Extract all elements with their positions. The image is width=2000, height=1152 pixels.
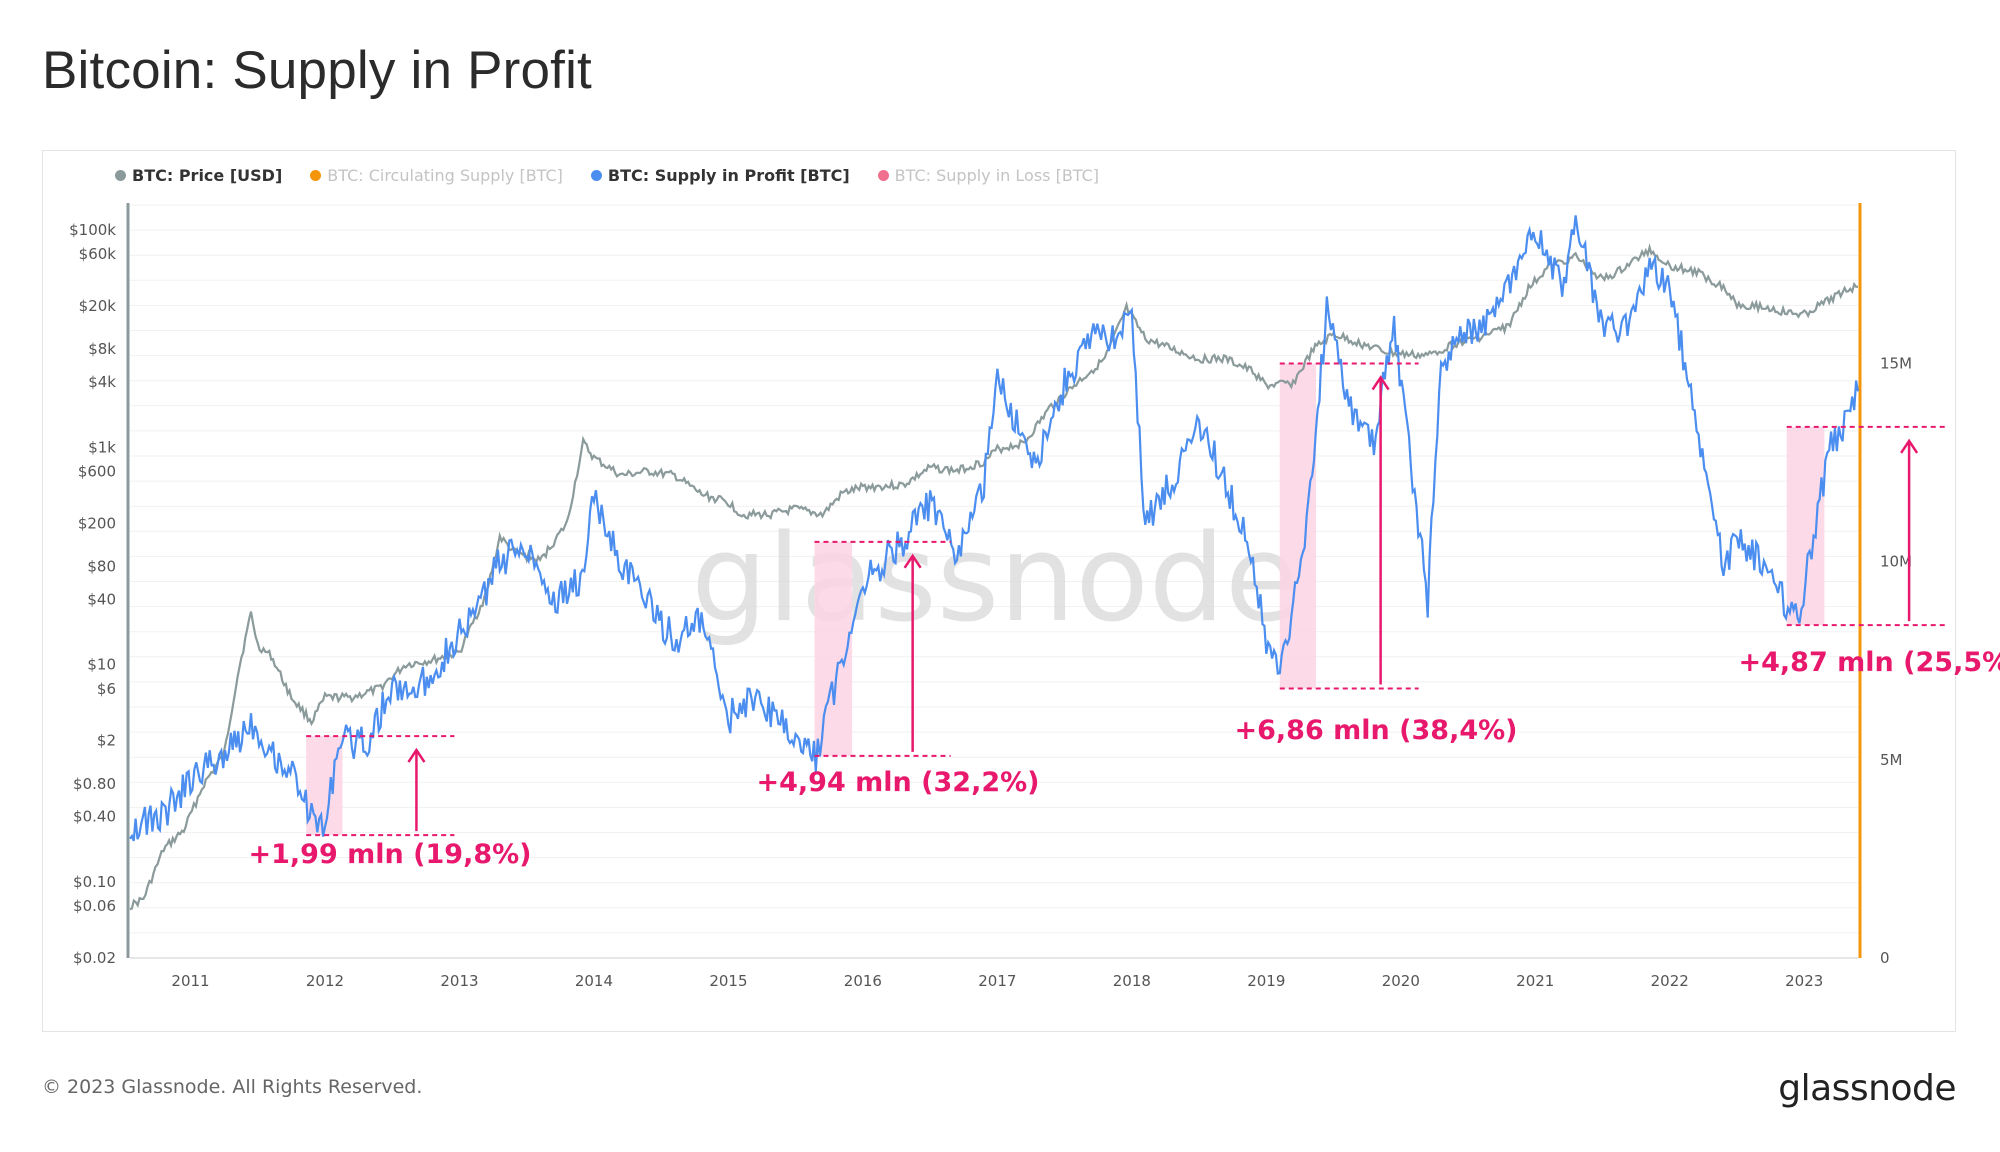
y-left-tick-label: $10	[87, 656, 116, 674]
y-left-tick-label: $80	[87, 558, 116, 576]
legend-label-price: BTC: Price [USD]	[132, 166, 283, 185]
y-left-tick-label: $60k	[79, 245, 117, 263]
highlight-band	[1786, 426, 1825, 626]
legend-item-price[interactable]: BTC: Price [USD]	[115, 166, 282, 185]
annotation-label: +4,94 mln (32,2%)	[757, 767, 1040, 798]
y-left-tick-label: $40	[87, 590, 116, 608]
y-left-tick-label: $1k	[88, 438, 116, 456]
x-tick-label: 2017	[978, 972, 1016, 990]
supply-in-profit-line	[129, 215, 1860, 842]
x-tick-label: 2016	[844, 972, 882, 990]
y-left-tick-label: $0.80	[73, 775, 116, 793]
y-right-tick-label: 10M	[1880, 553, 1912, 571]
x-tick-label: 2013	[440, 972, 478, 990]
copyright-text: © 2023 Glassnode. All Rights Reserved.	[42, 1076, 423, 1098]
legend-dot-circulating-supply	[310, 170, 322, 181]
x-tick-label: 2022	[1651, 972, 1689, 990]
y-left-tick-label: $4k	[88, 373, 116, 391]
annotation-label: +6,86 mln (38,4%)	[1235, 715, 1518, 746]
x-tick-label: 2018	[1113, 972, 1151, 990]
annotation-label: +4,87 mln (25,5%)	[1739, 647, 2000, 678]
y-left-tick-label: $0.10	[73, 873, 116, 891]
y-left-tick-label: $20k	[79, 297, 117, 315]
y-left-tick-label: $100k	[69, 221, 116, 239]
x-tick-label: 2020	[1382, 972, 1420, 990]
legend-dot-supply-in-loss	[877, 170, 889, 181]
annotation-arrow-head	[1371, 375, 1390, 391]
price-line	[129, 243, 1858, 911]
y-right-tick-label: 0	[1880, 949, 1890, 967]
highlight-band	[1279, 363, 1317, 689]
annotation-arrow-head	[1900, 438, 1919, 454]
x-tick-label: 2014	[575, 972, 613, 990]
legend-dot-supply-in-profit	[590, 170, 602, 181]
chart-svg: glassnode $100k $60k $20k $8k $4k $1k $600 $200 $…	[69, 203, 2000, 990]
x-tick-label: 2015	[709, 972, 747, 990]
x-tick-label: 2021	[1516, 972, 1554, 990]
legend: BTC: Price [USD] BTC: Circulating Supply…	[115, 166, 1099, 185]
annotation-label: +1,99 mln (19,8%)	[249, 839, 532, 870]
legend-label-circulating-supply: BTC: Circulating Supply [BTC]	[327, 166, 563, 185]
legend-item-supply-in-profit[interactable]: BTC: Supply in Profit [BTC]	[590, 166, 850, 185]
legend-label-supply-in-loss: BTC: Supply in Loss [BTC]	[894, 166, 1100, 185]
y-left-tick-label: $2	[97, 732, 116, 750]
glassnode-logo: glassnode	[1778, 1068, 1956, 1109]
watermark-text: glassnode	[691, 510, 1299, 649]
y-right-tick-label: 5M	[1880, 751, 1903, 769]
y-left-tick-label: $6	[97, 680, 116, 698]
legend-dot-price	[115, 170, 126, 181]
annotation-arrow-head	[407, 747, 426, 763]
legend-label-supply-in-profit: BTC: Supply in Profit [BTC]	[607, 166, 850, 185]
y-right-tick-label: 15M	[1880, 355, 1912, 373]
chart-frame	[42, 150, 1956, 1032]
highlight-band	[814, 541, 853, 756]
y-left-tick-label: $0.02	[73, 949, 116, 967]
y-left-tick-label: $0.40	[73, 808, 116, 826]
highlight-band	[306, 736, 343, 836]
chart-title: Bitcoin: Supply in Profit	[42, 41, 592, 100]
y-left-tick-label: $200	[78, 514, 116, 532]
x-tick-label: 2011	[171, 972, 209, 990]
y-left-tick-label: $600	[78, 462, 116, 480]
x-tick-label: 2023	[1785, 972, 1823, 990]
legend-item-circulating-supply[interactable]: BTC: Circulating Supply [BTC]	[310, 166, 563, 185]
annotation-arrow-head	[903, 553, 922, 569]
y-left-tick-label: $8k	[88, 340, 116, 358]
legend-item-supply-in-loss[interactable]: BTC: Supply in Loss [BTC]	[877, 166, 1100, 185]
x-tick-label: 2012	[306, 972, 344, 990]
y-left-tick-label: $0.06	[73, 897, 116, 915]
x-tick-label: 2019	[1247, 972, 1285, 990]
grid-lines	[130, 204, 1858, 934]
